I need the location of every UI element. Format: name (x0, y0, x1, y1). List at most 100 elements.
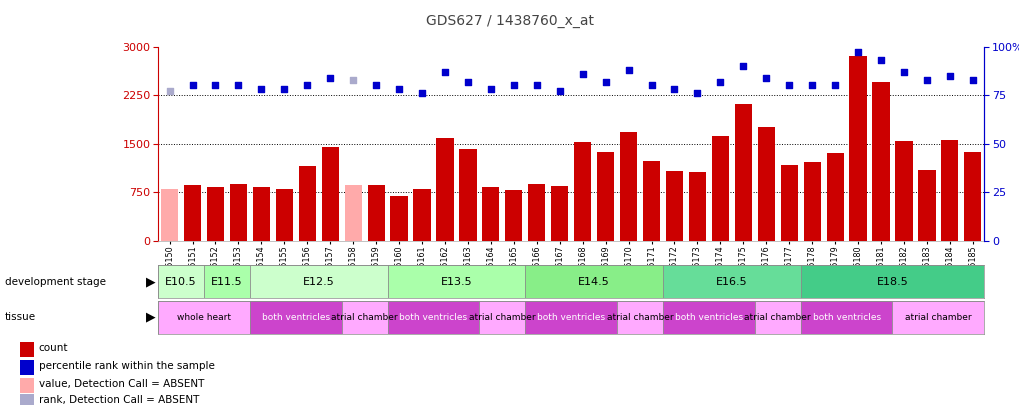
Point (803, 82, 819, 89)
Text: E13.5: E13.5 (440, 277, 472, 287)
Point (184, 82, 201, 89)
Bar (390, 196, 408, 241)
Point (528, 82, 544, 89)
Bar (479, 301, 525, 334)
Point (299, 82, 315, 89)
Text: GDS627 / 1438760_x_at: GDS627 / 1438760_x_at (426, 14, 593, 28)
Text: both ventricles: both ventricles (812, 313, 879, 322)
Text: atrial chamber: atrial chamber (744, 313, 810, 322)
Point (390, 86, 407, 93)
Bar (20, 394, 34, 405)
Point (368, 82, 384, 89)
Bar (367, 185, 384, 241)
Point (941, 72, 957, 79)
Point (207, 82, 223, 89)
Bar (20, 360, 34, 375)
Text: rank, Detection Call = ABSENT: rank, Detection Call = ABSENT (39, 394, 199, 405)
Bar (161, 189, 178, 241)
Bar (780, 164, 797, 241)
Bar (550, 185, 568, 241)
Point (757, 75, 773, 81)
Bar (825, 153, 843, 241)
Bar (459, 149, 476, 241)
Point (276, 86, 292, 93)
Point (161, 88, 177, 94)
Bar (482, 187, 499, 241)
Text: whole heart: whole heart (177, 313, 230, 322)
Text: atrial chamber: atrial chamber (904, 313, 971, 322)
Bar (321, 147, 338, 241)
Bar (344, 185, 362, 241)
Text: E12.5: E12.5 (303, 277, 334, 287)
Text: ▶: ▶ (146, 275, 156, 288)
Bar (620, 132, 637, 241)
Bar (299, 166, 316, 241)
Bar (596, 152, 613, 241)
Point (574, 70, 590, 77)
Bar (387, 301, 479, 334)
Bar (387, 265, 525, 298)
Text: atrial chamber: atrial chamber (606, 313, 673, 322)
Bar (436, 138, 453, 241)
Bar (250, 301, 341, 334)
Point (689, 90, 705, 96)
Text: percentile rank within the sample: percentile rank within the sample (39, 361, 214, 371)
Point (826, 82, 843, 89)
Point (482, 86, 498, 93)
Text: atrial chamber: atrial chamber (469, 313, 535, 322)
Bar (250, 265, 387, 298)
Bar (963, 151, 980, 241)
Point (872, 57, 889, 64)
Point (230, 82, 247, 89)
Bar (941, 140, 958, 241)
Text: E14.5: E14.5 (578, 277, 609, 287)
Text: value, Detection Call = ABSENT: value, Detection Call = ABSENT (39, 379, 204, 389)
Bar (892, 301, 983, 334)
Point (322, 75, 338, 81)
Point (918, 77, 934, 83)
Point (643, 82, 659, 89)
Point (344, 77, 361, 83)
Bar (158, 301, 250, 334)
Text: both ventricles: both ventricles (675, 313, 742, 322)
Bar (800, 265, 983, 298)
Text: ▶: ▶ (146, 311, 156, 324)
Bar (183, 185, 201, 241)
Point (436, 68, 452, 75)
Text: E11.5: E11.5 (211, 277, 243, 287)
Bar (229, 184, 247, 241)
Point (505, 82, 522, 89)
Bar (275, 189, 292, 241)
Bar (504, 190, 522, 241)
Text: E18.5: E18.5 (875, 277, 908, 287)
Bar (158, 265, 204, 298)
Bar (665, 171, 683, 241)
Point (597, 78, 613, 85)
Point (253, 86, 269, 93)
Point (781, 82, 797, 89)
Bar (574, 143, 591, 241)
Bar (253, 187, 270, 241)
Point (665, 86, 682, 93)
Bar (525, 265, 662, 298)
Point (964, 77, 980, 83)
Bar (711, 136, 729, 241)
Bar (871, 82, 889, 241)
Bar (800, 301, 892, 334)
Bar (616, 301, 662, 334)
Bar (754, 301, 800, 334)
Bar (204, 265, 250, 298)
Bar (413, 189, 430, 241)
Text: count: count (39, 343, 68, 353)
Bar (849, 55, 866, 241)
Point (711, 78, 728, 85)
Text: development stage: development stage (5, 277, 106, 287)
Bar (20, 378, 34, 393)
Text: both ventricles: both ventricles (537, 313, 604, 322)
Text: both ventricles: both ventricles (262, 313, 329, 322)
Text: E10.5: E10.5 (165, 277, 197, 287)
Bar (341, 301, 387, 334)
Point (849, 49, 865, 55)
Bar (528, 184, 545, 241)
Point (895, 68, 911, 75)
